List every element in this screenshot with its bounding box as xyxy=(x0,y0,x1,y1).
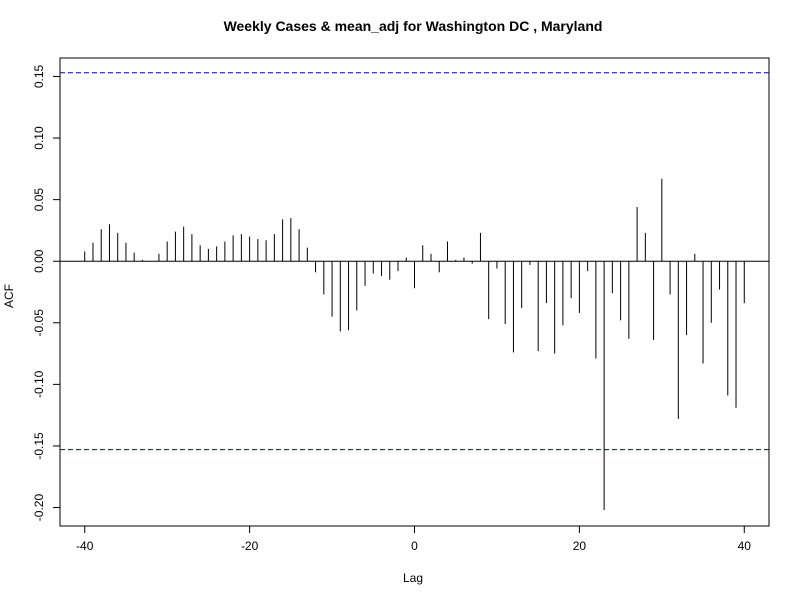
y-tick-label: 0.00 xyxy=(32,249,46,273)
y-tick-label: 0.15 xyxy=(32,64,46,88)
y-tick-label: 0.05 xyxy=(32,188,46,212)
y-axis-label: ACF xyxy=(2,284,16,308)
chart-title: Weekly Cases & mean_adj for Washington D… xyxy=(224,18,603,34)
x-tick-label: -40 xyxy=(76,539,94,553)
x-tick-label: 0 xyxy=(411,539,418,553)
x-axis-label: Lag xyxy=(403,571,423,585)
y-tick-label: -0.20 xyxy=(32,494,46,522)
y-tick-label: -0.15 xyxy=(32,432,46,460)
y-tick-label: -0.10 xyxy=(32,370,46,398)
plot-frame xyxy=(59,57,770,527)
y-tick-label: 0.10 xyxy=(32,126,46,150)
plot-area: -40 -20 0 20 40 -0.20 -0.15 -0.10 -0.05 0.00 0.05 0… xyxy=(32,57,770,553)
y-tick-label: -0.05 xyxy=(32,309,46,337)
x-tick-label: 40 xyxy=(738,539,752,553)
x-tick-label: 20 xyxy=(573,539,587,553)
x-tick-label: -20 xyxy=(241,539,259,553)
